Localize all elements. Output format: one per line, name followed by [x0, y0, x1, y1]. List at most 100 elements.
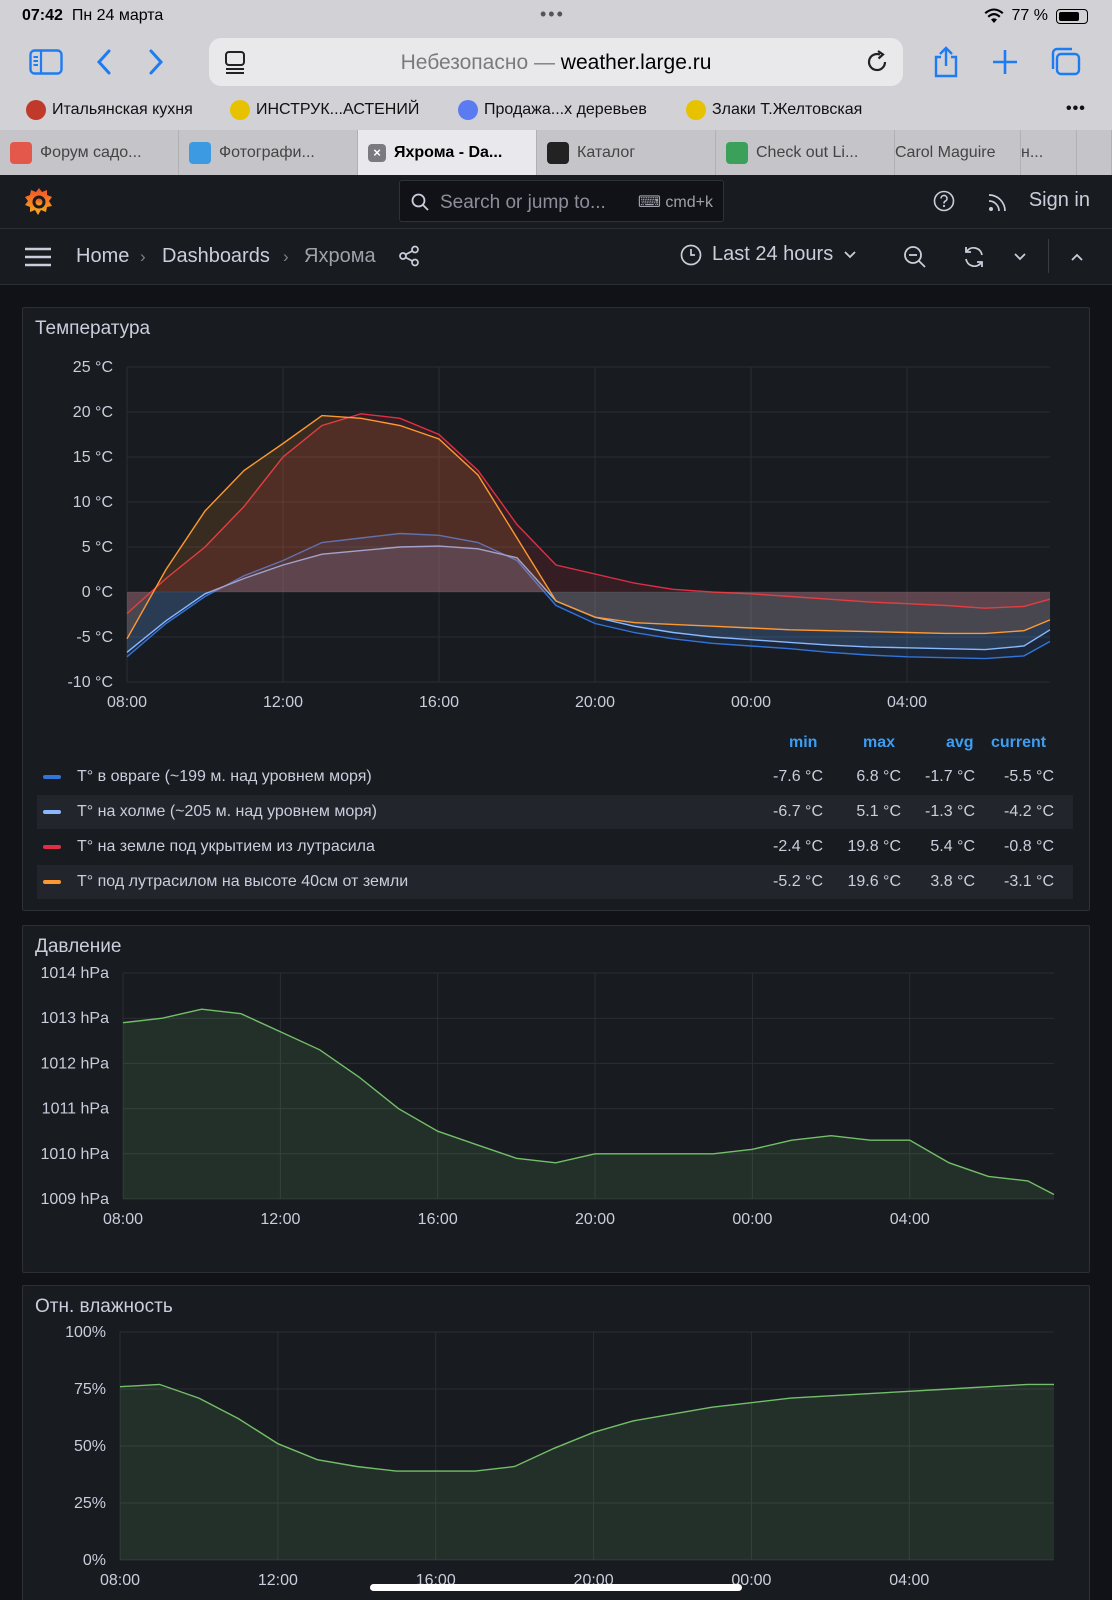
bookmark-item[interactable]: Итальянская кухня: [26, 100, 193, 120]
series-area-fill: [127, 415, 1050, 639]
chevron-right-icon: ›: [140, 247, 146, 266]
url-text: Небезопасно — weather.large.ru: [400, 51, 712, 74]
legend-current: -4.2 °C: [1004, 803, 1054, 820]
bookmark-favicon-icon: [230, 100, 250, 120]
grafana-logo-icon[interactable]: [22, 185, 56, 219]
refresh-icon[interactable]: [962, 245, 986, 269]
zoom-out-icon[interactable]: [903, 245, 927, 269]
y-tick-label: 1013 hPa: [40, 1010, 109, 1027]
bookmark-favicon-icon: [26, 100, 46, 120]
legend-series-name: T° в овраге (~199 м. над уровнем моря): [77, 768, 372, 785]
tabs-overview-icon[interactable]: [1048, 44, 1084, 80]
tab-item[interactable]: Каталог: [537, 130, 716, 175]
browser-chrome: 07:42 Пн 24 марта ••• 77 % Небезопасно —…: [0, 0, 1112, 175]
tab-item[interactable]: Carol Maguire: [895, 130, 1021, 175]
legend-avg: 3.8 °C: [930, 873, 975, 890]
y-tick-label: 50%: [74, 1438, 106, 1455]
home-indicator[interactable]: [370, 1584, 742, 1591]
breadcrumb-home[interactable]: Home: [76, 245, 130, 267]
clock-icon: [680, 244, 702, 265]
bookmark-item[interactable]: ИНСТРУК...АСТЕНИЙ: [230, 100, 419, 120]
y-tick-label: 1014 hPa: [40, 965, 109, 982]
bookmark-item[interactable]: Продажа...х деревьев: [458, 100, 647, 120]
legend-color-swatch: [43, 845, 61, 849]
status-bar: 07:42 Пн 24 марта ••• 77 %: [0, 0, 1112, 32]
search-placeholder: Search or jump to...: [440, 192, 606, 213]
sign-in-link[interactable]: Sign in: [1028, 189, 1090, 211]
time-range-picker[interactable]: Last 24 hours: [680, 243, 857, 266]
tab-item[interactable]: Check out Li...: [716, 130, 895, 175]
tab-item-active[interactable]: × Яхрома - Da...: [358, 130, 537, 175]
legend-header-min[interactable]: min: [789, 734, 818, 751]
help-icon[interactable]: [933, 190, 955, 212]
pressure-chart[interactable]: 1009 hPa 1010 hPa 1011 hPa 1012 hPa 1013 hPa…: [23, 926, 1090, 1273]
x-tick-label: 04:00: [889, 1572, 929, 1589]
legend-max: 19.8 °C: [847, 838, 901, 855]
legend-current: -0.8 °C: [1004, 838, 1054, 855]
share-link-icon[interactable]: [398, 245, 420, 267]
legend-avg: -1.7 °C: [925, 768, 975, 785]
tab-item-overflow[interactable]: [1077, 130, 1112, 175]
sidebar-toggle-icon[interactable]: [28, 44, 64, 80]
y-tick-label: 75%: [74, 1381, 106, 1398]
safari-toolbar: Небезопасно — weather.large.ru: [0, 38, 1112, 88]
legend-row[interactable]: T° на земле под укрытием из лутрасила -2…: [37, 830, 1073, 864]
forward-icon[interactable]: [138, 44, 174, 80]
legend-avg: -1.3 °C: [925, 803, 975, 820]
chevron-up-icon[interactable]: [1070, 252, 1084, 262]
y-tick-label: 25 °C: [73, 359, 113, 376]
share-icon[interactable]: [928, 44, 964, 80]
legend-min: -5.2 °C: [773, 873, 823, 890]
y-tick-label: -5 °C: [76, 629, 113, 646]
tab-item[interactable]: н...: [1021, 130, 1077, 175]
y-tick-label: 20 °C: [73, 404, 113, 421]
legend-header-current[interactable]: current: [991, 734, 1047, 751]
tab-item[interactable]: Форум садо...: [0, 130, 179, 175]
legend-max: 19.6 °C: [847, 873, 901, 890]
humidity-chart[interactable]: 0%25%50%75%100%08:00 12:00 16:00 20:00 00:00…: [23, 1286, 1090, 1600]
reload-icon[interactable]: [865, 50, 889, 79]
x-tick-label: 12:00: [260, 1211, 300, 1228]
series-area-fill: [127, 533, 1050, 659]
humidity-panel: Отн. влажность 0% 25% 50% 75% 100% 08:00 12:00…: [22, 1285, 1090, 1600]
legend-color-swatch: [43, 775, 61, 779]
reader-icon[interactable]: [223, 50, 247, 79]
tab-favicon-icon: [726, 141, 748, 164]
rss-icon[interactable]: [987, 191, 1009, 213]
legend-row[interactable]: T° в овраге (~199 м. над уровнем моря) -…: [37, 760, 1073, 794]
temperature-chart[interactable]: -10 °C -5 °C 0 °C 5 °C 10 °C 15 °C 20 °C 25 °C 0…: [23, 308, 1090, 728]
back-icon[interactable]: [86, 44, 122, 80]
series-area-fill: [123, 1009, 1054, 1199]
y-tick-label: 1011 hPa: [42, 1101, 109, 1118]
x-tick-label: 16:00: [418, 1211, 458, 1228]
x-tick-label: 00:00: [732, 1211, 772, 1228]
close-tab-icon: ×: [368, 143, 386, 162]
legend-header-avg[interactable]: avg: [946, 734, 974, 751]
legend-row[interactable]: T° под лутрасилом на высоте 40см от земл…: [37, 865, 1073, 899]
refresh-interval-chevron-icon[interactable]: [1013, 252, 1027, 262]
new-tab-icon[interactable]: [987, 44, 1023, 80]
tab-favicon-icon: [547, 141, 569, 164]
tab-bar: Форум садо... Фотографи... × Яхрома - Da.…: [0, 130, 1112, 175]
temperature-panel: Температура -10 °C -5 °C 0 °C 5 °C 10 °C 15 °…: [22, 307, 1090, 911]
tab-item[interactable]: Фотографи...: [179, 130, 358, 175]
bookmark-favicon-icon: [458, 100, 478, 120]
breadcrumb-dashboards[interactable]: Dashboards: [162, 245, 270, 267]
legend-header-max[interactable]: max: [863, 734, 896, 751]
search-input[interactable]: Search or jump to... ⌨ cmd+k: [399, 180, 724, 222]
series-area-fill: [120, 1384, 1054, 1560]
bookmark-favicon-icon: [686, 100, 706, 120]
toolbar-divider: [1048, 239, 1049, 273]
bookmark-item[interactable]: Злаки Т.Желтовская: [686, 100, 862, 120]
menu-icon[interactable]: [24, 247, 52, 267]
more-bookmarks-icon[interactable]: •••: [1066, 100, 1086, 117]
x-tick-label: 00:00: [731, 694, 771, 711]
battery-percent: 77 %: [1011, 7, 1048, 24]
legend-row[interactable]: T° на холме (~205 м. над уровнем моря) -…: [37, 795, 1073, 829]
tab-favicon-icon: [189, 141, 211, 164]
multitasking-dots-icon[interactable]: •••: [540, 4, 565, 24]
tab-favicon-icon: [10, 141, 32, 164]
address-bar[interactable]: Небезопасно — weather.large.ru: [209, 38, 903, 86]
grafana-topbar: Search or jump to... ⌨ cmd+k Sign in: [0, 175, 1112, 229]
breadcrumb-bar: Home › Dashboards › Яхрома Last 24 hours: [0, 229, 1112, 285]
